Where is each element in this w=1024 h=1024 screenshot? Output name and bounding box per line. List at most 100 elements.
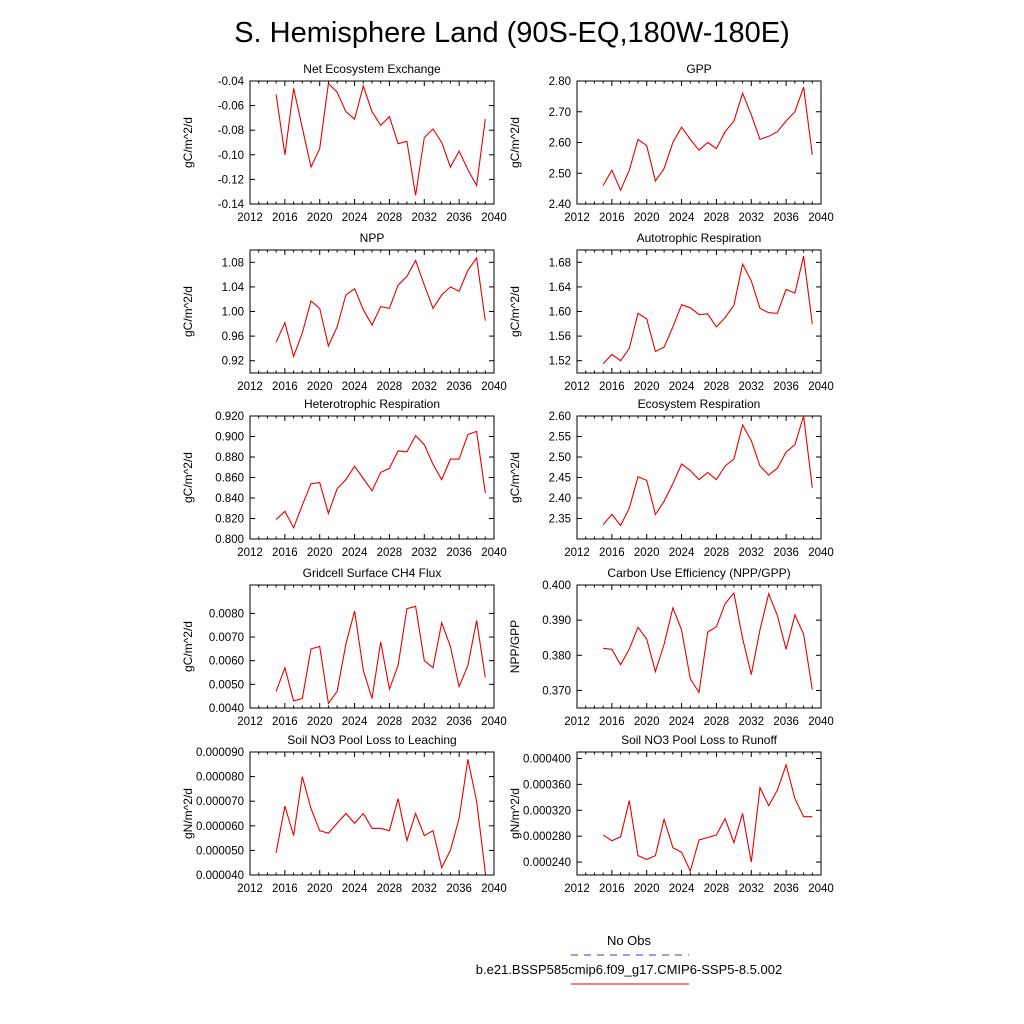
y-tick-label: 0.800 xyxy=(215,534,244,546)
y-tick-label: 2.60 xyxy=(549,411,571,423)
y-axis-label: gC/m^2/d xyxy=(508,286,522,337)
series-line-npp xyxy=(275,256,486,359)
x-tick-label: 2012 xyxy=(237,547,263,559)
x-tick-label: 2024 xyxy=(669,212,695,224)
legend-model-label: b.e21.BSSP585cmip6.f09_g17.CMIP6-SSP5-8.… xyxy=(476,962,782,977)
y-tick-label: 1.60 xyxy=(549,307,571,319)
plot-frame xyxy=(576,249,822,374)
legend-obs-label: No Obs xyxy=(607,933,652,948)
x-tick-label: 2012 xyxy=(237,716,263,728)
panel-title: Ecosystem Respiration xyxy=(638,397,761,411)
panel-soil-no3-pool-loss-to-leaching: Soil NO3 Pool Loss to Leaching gN/m^2/d 20… xyxy=(181,733,507,895)
y-tick-label: 2.50 xyxy=(549,452,571,464)
y-tick-label: 0.0040 xyxy=(209,703,244,715)
x-tick-label: 2024 xyxy=(342,883,368,895)
y-tick-label: 1.52 xyxy=(549,356,571,368)
x-tick-label: 2012 xyxy=(237,883,263,895)
panel-ecosystem-respiration: Ecosystem Respiration gC/m^2/d 2012 2016 202… xyxy=(508,397,834,559)
x-tick-label: 2032 xyxy=(738,716,764,728)
y-tick-label: 2.80 xyxy=(549,76,571,88)
x-tick-label: 2020 xyxy=(307,381,333,393)
y-axis-label: gN/m^2/d xyxy=(181,788,195,839)
y-tick-label: 0.000400 xyxy=(523,753,571,765)
x-tick-label: 2012 xyxy=(237,212,263,224)
x-tick-label: 2016 xyxy=(272,381,298,393)
y-tick-label: 0.880 xyxy=(215,452,244,464)
panel-title: GPP xyxy=(686,62,711,76)
plot-frame xyxy=(249,415,495,540)
panel-net-ecosystem-exchange: Net Ecosystem Exchange gC/m^2/d 2012 2016 20… xyxy=(181,62,507,224)
x-tick-label: 2036 xyxy=(446,381,472,393)
series-line-net-ecosystem-exchange xyxy=(275,82,486,196)
x-tick-label: 2028 xyxy=(377,716,403,728)
panel-autotrophic-respiration: Autotrophic Respiration gC/m^2/d 2012 2016 2… xyxy=(508,231,834,393)
y-axis-label: NPP/GPP xyxy=(508,620,522,673)
x-tick-label: 2036 xyxy=(773,716,799,728)
x-tick-label: 2016 xyxy=(599,547,625,559)
y-axis-label: gC/m^2/d xyxy=(181,117,195,168)
y-tick-label: 0.000060 xyxy=(196,821,244,833)
x-tick-label: 2040 xyxy=(808,212,834,224)
series-line-ecosystem-respiration xyxy=(602,415,813,527)
y-tick-label: 0.000090 xyxy=(196,747,244,759)
panel-gridcell-surface-ch4-flux: Gridcell Surface CH4 Flux gC/m^2/d 2012 201… xyxy=(181,566,507,728)
y-tick-label: 0.400 xyxy=(542,580,571,592)
x-tick-label: 2028 xyxy=(377,547,403,559)
y-tick-label: 0.000240 xyxy=(523,857,571,869)
chart-panels: Net Ecosystem Exchange gC/m^2/d 2012 2016 20… xyxy=(181,62,834,895)
series-line-gpp xyxy=(602,87,813,192)
x-tick-label: 2024 xyxy=(669,381,695,393)
y-tick-label: 2.35 xyxy=(549,514,571,526)
x-tick-label: 2016 xyxy=(272,883,298,895)
panel-title: Soil NO3 Pool Loss to Runoff xyxy=(621,733,778,747)
y-tick-label: 0.390 xyxy=(542,615,571,627)
x-tick-label: 2024 xyxy=(342,716,368,728)
x-tick-label: 2016 xyxy=(272,716,298,728)
x-tick-label: 2028 xyxy=(704,716,730,728)
x-tick-label: 2036 xyxy=(446,883,472,895)
x-tick-label: 2036 xyxy=(446,212,472,224)
y-tick-label: 0.0060 xyxy=(209,656,244,668)
x-tick-label: 2028 xyxy=(704,381,730,393)
y-tick-label: -0.14 xyxy=(218,199,245,211)
x-tick-label: 2032 xyxy=(411,716,437,728)
x-tick-label: 2032 xyxy=(411,212,437,224)
y-tick-label: 2.70 xyxy=(549,107,571,119)
y-tick-label: 0.860 xyxy=(215,473,244,485)
panel-heterotrophic-respiration: Heterotrophic Respiration gC/m^2/d 2012 201… xyxy=(181,397,507,559)
y-tick-label: 0.0070 xyxy=(209,632,244,644)
x-tick-label: 2028 xyxy=(704,883,730,895)
y-tick-label: 0.0080 xyxy=(209,608,244,620)
y-axis-label: gC/m^2/d xyxy=(181,452,195,503)
series-line-soil-no3-pool-loss-to-leaching xyxy=(275,759,486,873)
x-tick-label: 2012 xyxy=(237,381,263,393)
panel-npp: NPP gC/m^2/d 2012 2016 2020 2024 2028 2032 2036 2… xyxy=(181,231,507,393)
x-tick-label: 2040 xyxy=(808,716,834,728)
y-tick-label: 0.000320 xyxy=(523,805,571,817)
x-tick-label: 2040 xyxy=(481,212,507,224)
x-tick-label: 2036 xyxy=(773,381,799,393)
x-tick-label: 2016 xyxy=(599,883,625,895)
x-tick-label: 2016 xyxy=(599,381,625,393)
x-tick-label: 2028 xyxy=(704,547,730,559)
x-tick-label: 2040 xyxy=(481,547,507,559)
y-axis-label: gC/m^2/d xyxy=(508,117,522,168)
x-tick-label: 2040 xyxy=(808,381,834,393)
y-tick-label: -0.12 xyxy=(218,174,244,186)
y-tick-label: 0.820 xyxy=(215,514,244,526)
series-line-gridcell-surface-ch4-flux xyxy=(275,605,486,705)
x-tick-label: 2040 xyxy=(481,381,507,393)
x-tick-label: 2016 xyxy=(599,716,625,728)
x-tick-label: 2020 xyxy=(634,716,660,728)
y-tick-label: 0.370 xyxy=(542,685,571,697)
x-tick-label: 2032 xyxy=(738,883,764,895)
panel-soil-no3-pool-loss-to-runoff: Soil NO3 Pool Loss to Runoff gN/m^2/d 2012… xyxy=(508,733,834,895)
panel-gpp: GPP gC/m^2/d 2012 2016 2020 2024 2028 2032 2036 2… xyxy=(508,62,834,224)
y-axis-label: gC/m^2/d xyxy=(181,286,195,337)
x-tick-label: 2012 xyxy=(564,212,590,224)
x-tick-label: 2036 xyxy=(446,716,472,728)
y-tick-label: 0.000360 xyxy=(523,779,571,791)
x-tick-label: 2024 xyxy=(342,547,368,559)
x-tick-label: 2020 xyxy=(307,716,333,728)
